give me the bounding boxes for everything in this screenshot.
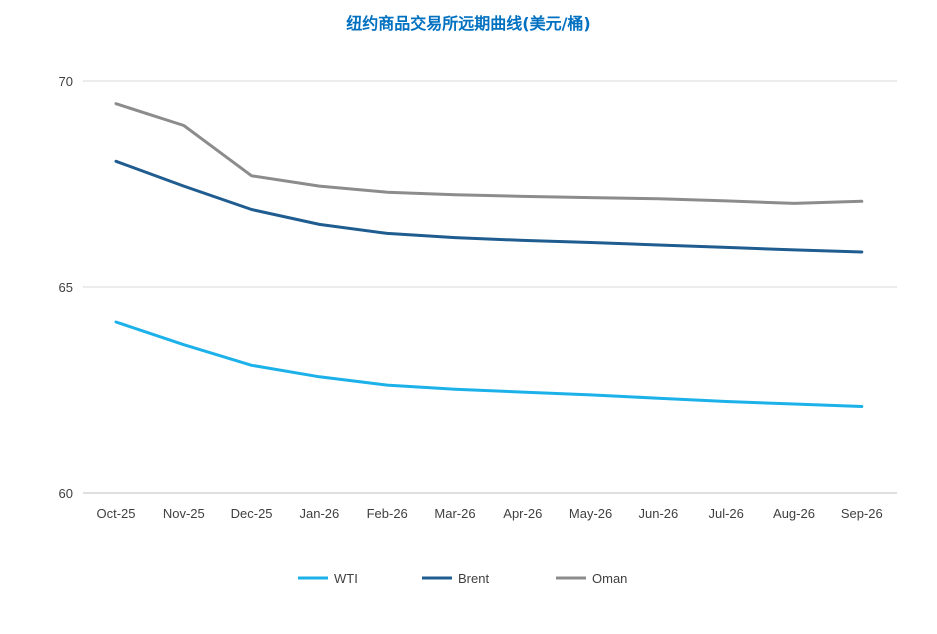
x-tick-label: Aug-26 bbox=[773, 506, 815, 521]
x-tick-label: Oct-25 bbox=[96, 506, 135, 521]
chart-title: 纽约商品交易所远期曲线(美元/桶) bbox=[346, 14, 591, 33]
x-tick-label: Apr-26 bbox=[503, 506, 542, 521]
x-tick-label: Nov-25 bbox=[163, 506, 205, 521]
x-tick-label: Jan-26 bbox=[300, 506, 340, 521]
series-line-wti bbox=[114, 320, 864, 408]
y-tick-label: 65 bbox=[59, 280, 73, 295]
x-tick-label: May-26 bbox=[569, 506, 612, 521]
legend-label-oman: Oman bbox=[592, 571, 627, 586]
legend-label-wti: WTI bbox=[334, 571, 358, 586]
x-tick-label: Sep-26 bbox=[841, 506, 883, 521]
series-line-brent bbox=[114, 159, 864, 254]
x-tick-label: Feb-26 bbox=[367, 506, 408, 521]
y-tick-label: 60 bbox=[59, 486, 73, 501]
x-tick-label: Jun-26 bbox=[639, 506, 679, 521]
legend-label-brent: Brent bbox=[458, 571, 489, 586]
series-line-oman bbox=[114, 102, 864, 205]
x-tick-label: Mar-26 bbox=[434, 506, 475, 521]
x-tick-label: Jul-26 bbox=[708, 506, 743, 521]
x-tick-label: Dec-25 bbox=[231, 506, 273, 521]
y-tick-label: 70 bbox=[59, 74, 73, 89]
